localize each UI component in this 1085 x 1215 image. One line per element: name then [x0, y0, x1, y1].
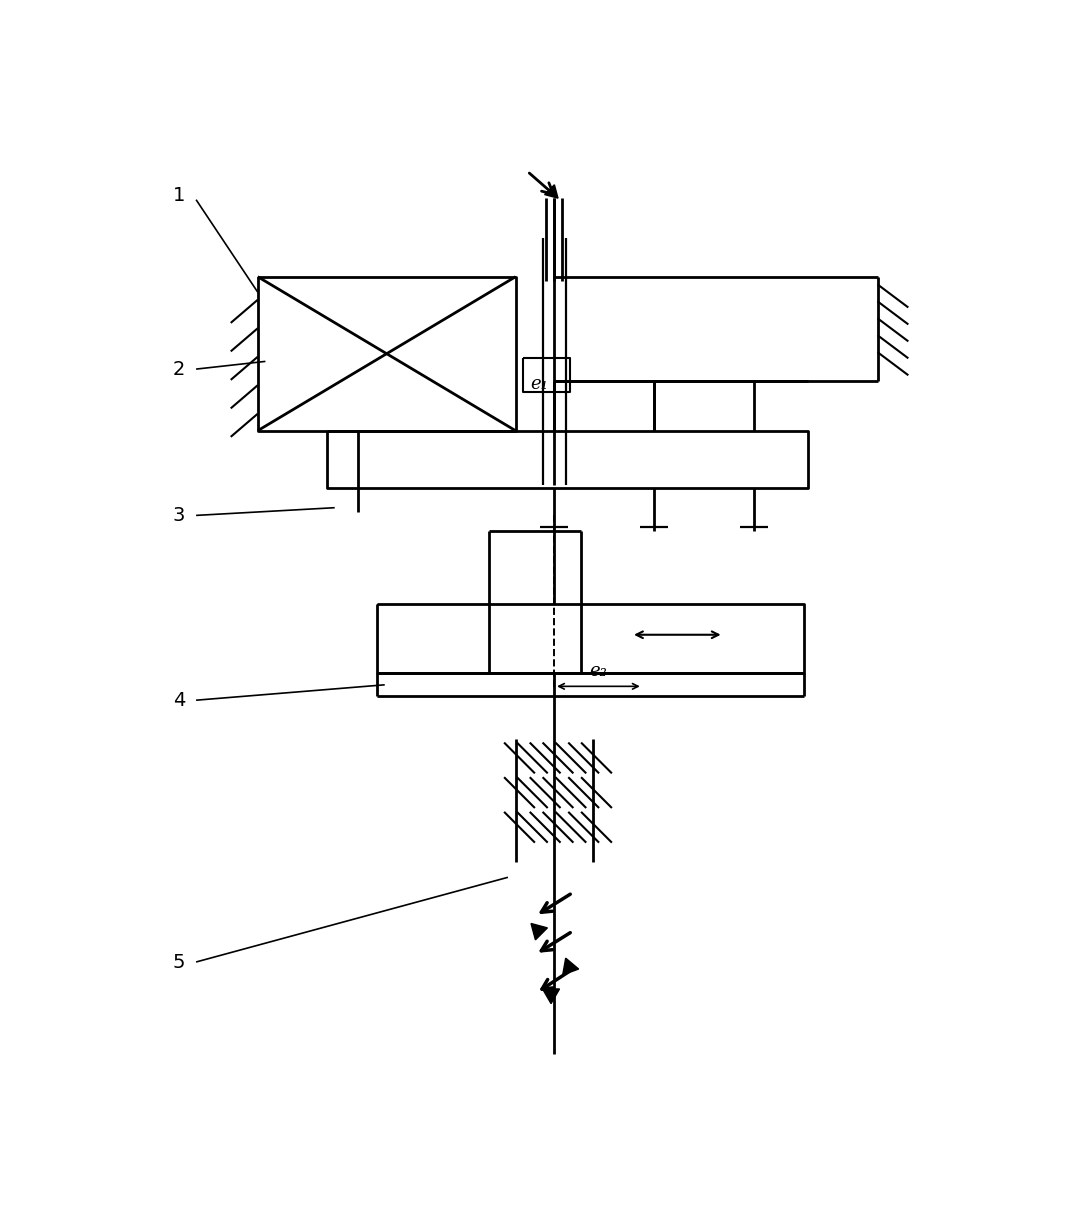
- Text: 1: 1: [173, 186, 186, 205]
- Text: 5: 5: [173, 953, 186, 972]
- Text: 3: 3: [173, 505, 186, 525]
- Polygon shape: [531, 923, 548, 940]
- Text: 4: 4: [173, 690, 186, 710]
- Polygon shape: [542, 989, 560, 1004]
- Polygon shape: [545, 185, 558, 198]
- Polygon shape: [563, 959, 578, 974]
- Text: 2: 2: [173, 360, 186, 379]
- Text: e₂: e₂: [589, 662, 607, 680]
- Text: e₁: e₁: [531, 374, 548, 392]
